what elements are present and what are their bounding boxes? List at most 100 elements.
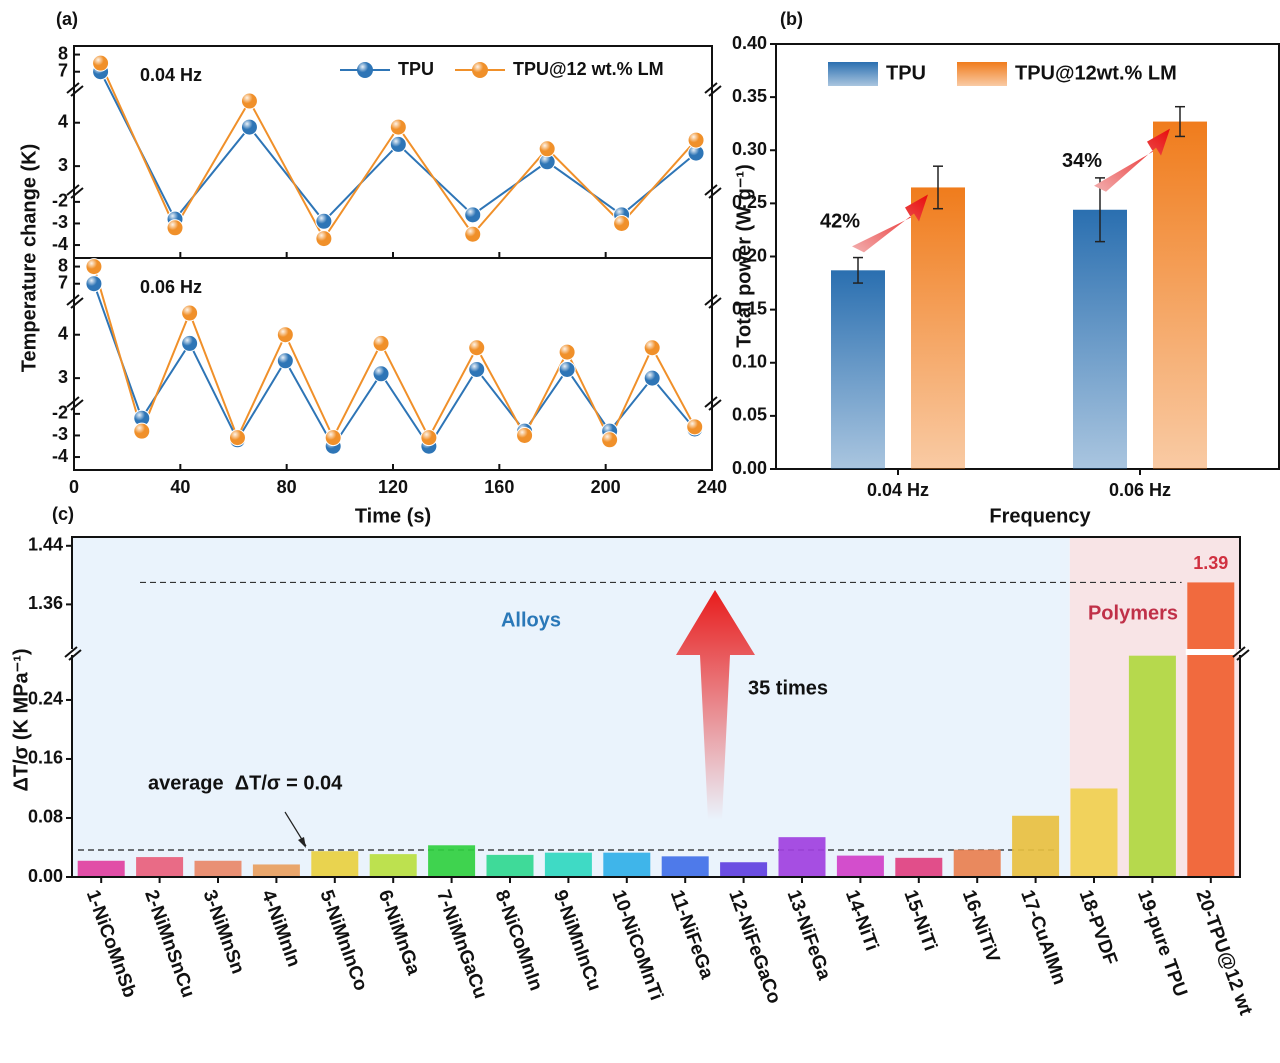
x-tick-label: 8-NiCoMnIn — [491, 887, 547, 993]
x-tick-label: 17-CuAlMn — [1016, 887, 1070, 987]
bar — [369, 854, 417, 877]
break-gap — [1185, 649, 1236, 655]
y-tick-label: 3 — [58, 155, 68, 175]
point-highlight — [559, 361, 576, 378]
axis-break — [1232, 646, 1246, 658]
y-tick-label: 0.40 — [732, 33, 767, 53]
y-tick-label: 0.05 — [732, 405, 767, 425]
x-tick-label: 10-NiCoMnTi — [607, 887, 666, 1003]
alloys-label: Alloys — [501, 609, 561, 631]
axis-break — [70, 399, 84, 411]
y-tick-label: 0.08 — [28, 807, 63, 827]
point-highlight — [277, 326, 294, 343]
bar — [661, 856, 709, 877]
bar — [836, 855, 884, 877]
y-tick-label: 8 — [58, 43, 68, 63]
point-highlight — [133, 410, 150, 427]
bar — [1073, 209, 1127, 469]
panel-label: (a) — [56, 9, 78, 29]
bar — [911, 187, 965, 469]
point-highlight — [241, 119, 258, 136]
x-tick-label: 0 — [69, 477, 79, 497]
y-tick-label: -4 — [52, 234, 68, 254]
point-highlight — [241, 93, 258, 110]
axis-break — [64, 646, 78, 658]
x-tick-label: 3-NiMnSn — [199, 887, 249, 977]
axis-break — [66, 184, 80, 196]
point-highlight — [373, 365, 390, 382]
x-tick-label: 0.04 Hz — [867, 480, 929, 500]
bar — [831, 270, 885, 469]
y-axis-label: Temperature change (K) — [18, 144, 40, 373]
panel-frequency: 0.06 Hz — [140, 277, 202, 297]
point-highlight — [464, 226, 481, 243]
legend-label: TPU@12wt.% LM — [1015, 62, 1177, 84]
x-tick-label: 16-NiTiV — [958, 887, 1004, 966]
x-tick-label: 120 — [378, 477, 408, 497]
point-highlight — [472, 62, 488, 78]
polymers-label: Polymers — [1088, 602, 1178, 624]
y-tick-label: 0.20 — [732, 245, 767, 265]
y-tick-label: 1.36 — [28, 593, 63, 613]
axis-break — [704, 294, 718, 306]
point-highlight — [181, 305, 198, 322]
point-highlight — [229, 429, 246, 446]
bar — [895, 857, 943, 877]
point-highlight — [613, 215, 630, 232]
axis-break — [704, 396, 718, 408]
y-tick-label: 7 — [58, 60, 68, 80]
point-highlight — [85, 275, 102, 292]
x-tick-label: 20-TPU@12 wt — [1191, 887, 1256, 1018]
point-highlight — [420, 429, 437, 446]
y-tick-label: -3 — [52, 212, 68, 232]
bar — [77, 860, 125, 877]
axis-break — [704, 82, 718, 94]
x-tick-label: 240 — [697, 477, 727, 497]
point-highlight — [92, 55, 109, 72]
x-axis-label: Time (s) — [355, 505, 431, 527]
point-highlight — [644, 339, 661, 356]
x-tick-label: 0.06 Hz — [1109, 480, 1171, 500]
y-tick-label: 0.24 — [28, 689, 63, 709]
increase-arrow — [676, 590, 755, 820]
point-highlight — [325, 429, 342, 446]
axis-break — [66, 294, 80, 306]
x-tick-label: 18-PVDF — [1075, 887, 1121, 968]
bar — [311, 851, 359, 877]
axis-break — [1236, 649, 1250, 661]
data-line — [92, 283, 696, 449]
point-highlight — [181, 335, 198, 352]
legend-swatch — [957, 62, 1007, 86]
x-tick-label: 2-NiMnSnCu — [140, 887, 198, 1000]
axis-break — [68, 649, 82, 661]
y-tick-label: 0.16 — [28, 748, 63, 768]
bar — [544, 852, 592, 877]
axis-break — [70, 297, 84, 309]
y-axis-label: Total power (W g⁻¹) — [733, 164, 755, 348]
increase-label: 42% — [820, 211, 860, 233]
bar — [1128, 655, 1176, 877]
x-tick-label: 4-NiMnIn — [257, 887, 304, 970]
y-tick-label: 0.35 — [732, 86, 767, 106]
bar — [1012, 815, 1060, 877]
axis-break — [708, 399, 722, 411]
point-highlight — [539, 153, 556, 170]
axis-break — [708, 297, 722, 309]
point-highlight — [315, 230, 332, 247]
x-tick-label: 7-NiMnGaCu — [432, 887, 491, 1001]
y-tick-label: 0.25 — [732, 192, 767, 212]
point-highlight — [167, 219, 184, 236]
axis-break — [708, 85, 722, 97]
panel-label: (b) — [780, 9, 803, 29]
point-highlight — [468, 361, 485, 378]
point-highlight — [644, 370, 661, 387]
increase-arrow — [852, 194, 928, 253]
x-tick-label: 9-NiMnInCu — [549, 887, 605, 993]
point-highlight — [315, 213, 332, 230]
y-tick-label: 1.44 — [28, 535, 63, 555]
y-tick-label: 0.10 — [732, 352, 767, 372]
y-tick-label: -2 — [52, 191, 68, 211]
bar — [252, 864, 300, 877]
average-label: average ΔT/σ = 0.04 — [148, 772, 343, 794]
